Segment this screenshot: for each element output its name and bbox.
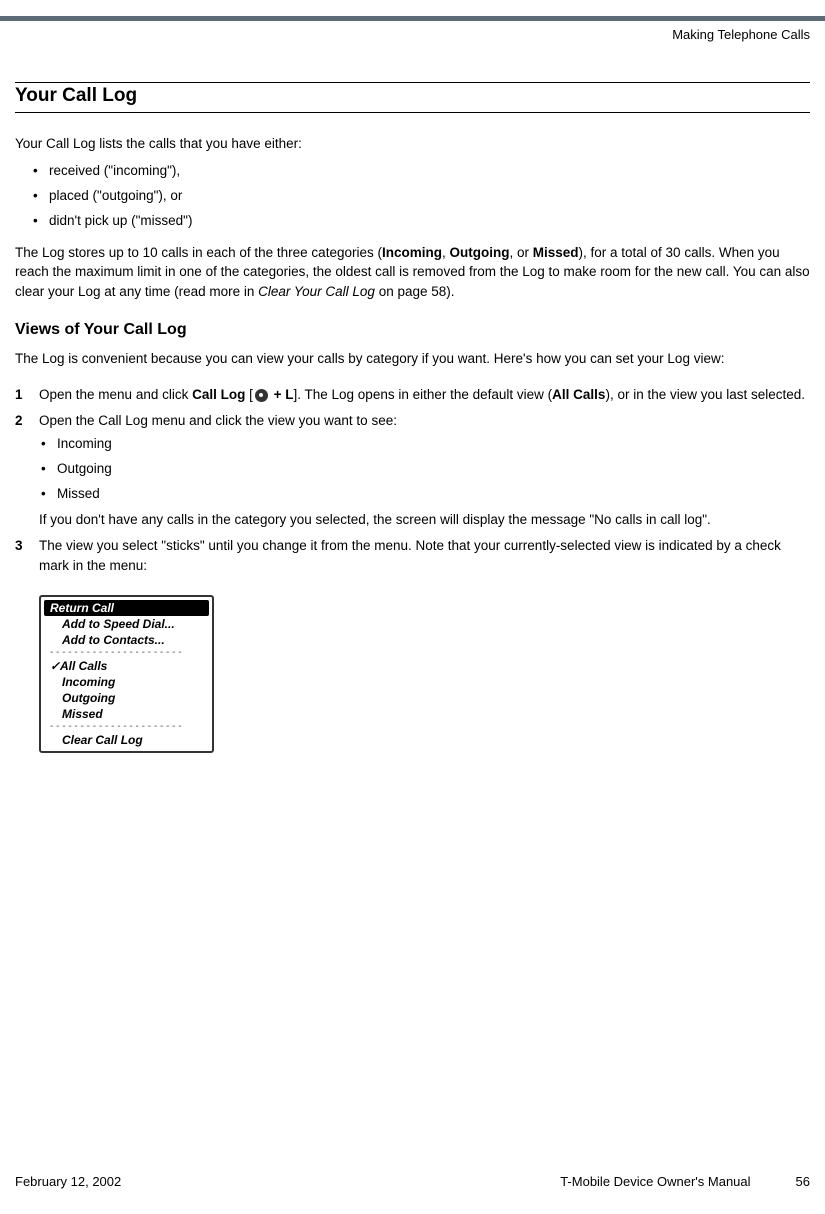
steps-list: Open the menu and click Call Log [ + L].… [15,385,810,577]
menu-inner: Return Call Add to Speed Dial... Add to … [44,600,209,748]
page-footer: February 12, 2002 T-Mobile Device Owner'… [10,1174,815,1189]
top-border [0,16,825,21]
subsection-title: Views of Your Call Log [15,321,810,339]
bullet-item: Missed [41,485,810,504]
footer-manual: T-Mobile Device Owner's Manual [560,1174,750,1189]
menu-divider: - - - - - - - - - - - - - - - - - - - - … [50,722,203,732]
main-content: Your Call Log Your Call Log lists the ca… [10,82,815,753]
menu-incoming: Incoming [44,674,209,690]
menu-clear-log: Clear Call Log [44,732,209,748]
intro-text: Your Call Log lists the calls that you h… [15,135,810,154]
menu-screenshot: Return Call Add to Speed Dial... Add to … [39,595,214,753]
bullet-item: Outgoing [41,460,810,479]
step2-bullets: Incoming Outgoing Missed [41,435,810,504]
footer-date: February 12, 2002 [15,1174,121,1189]
bullet-item: Incoming [41,435,810,454]
chapter-header: Making Telephone Calls [10,27,810,42]
menu-add-speed-dial: Add to Speed Dial... [44,616,209,632]
menu-outgoing: Outgoing [44,690,209,706]
menu-missed: Missed [44,706,209,722]
section-para: The Log stores up to 10 calls in each of… [15,243,810,302]
step-3: The view you select "sticks" until you c… [15,536,810,577]
menu-all-calls: ✓All Calls [44,658,209,674]
step-1: Open the menu and click Call Log [ + L].… [15,385,810,405]
bullet-item: placed ("outgoing"), or [33,187,810,206]
subsection-intro: The Log is convenient because you can vi… [15,349,810,369]
step-2: Open the Call Log menu and click the vie… [15,411,810,530]
menu-add-contacts: Add to Contacts... [44,632,209,648]
section-title: Your Call Log [15,82,810,113]
bullet-item: didn't pick up ("missed") [33,212,810,231]
intro-bullets: received ("incoming"), placed ("outgoing… [33,162,810,231]
menu-icon [255,389,268,402]
menu-return-call: Return Call [44,600,209,616]
bullet-item: received ("incoming"), [33,162,810,181]
footer-page: 56 [796,1174,810,1189]
menu-divider: - - - - - - - - - - - - - - - - - - - - … [50,648,203,658]
